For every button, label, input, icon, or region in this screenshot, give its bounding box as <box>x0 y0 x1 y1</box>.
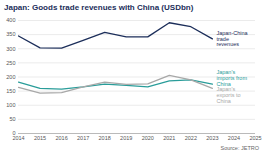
svg-text:150: 150 <box>6 88 15 94</box>
svg-text:50: 50 <box>9 116 15 122</box>
html-text:Source: JETRO: Source: JETRO <box>220 145 259 150</box>
svg-text:0: 0 <box>12 130 16 137</box>
svg-text:2024: 2024 <box>228 135 240 141</box>
svg-text:2018: 2018 <box>99 135 111 141</box>
svg-text:2025: 2025 <box>249 135 261 141</box>
svg-text:2016: 2016 <box>55 135 67 141</box>
svg-text:2023: 2023 <box>206 135 218 141</box>
svg-text:2014: 2014 <box>12 135 24 141</box>
svg-text:300: 300 <box>6 46 15 52</box>
svg-text:2021: 2021 <box>163 135 175 141</box>
svg-text:100: 100 <box>6 102 15 108</box>
svg-text:Japan'sexports toChina: Japan'sexports toChina <box>216 86 240 104</box>
svg-text:2020: 2020 <box>142 135 154 141</box>
svg-text:2022: 2022 <box>185 135 197 141</box>
svg-text:2017: 2017 <box>77 135 89 141</box>
svg-text:2019: 2019 <box>120 135 132 141</box>
svg-text:Japan-Chinatraderevenues: Japan-Chinatraderevenues <box>216 30 248 48</box>
svg-text:Japan'simports fromChina: Japan'simports fromChina <box>216 69 247 87</box>
svg-text:400: 400 <box>6 17 15 23</box>
svg-text:2015: 2015 <box>34 135 46 141</box>
svg-text:200: 200 <box>6 74 15 80</box>
html-text:Japan: Goods trade revenues wi: Japan: Goods trade revenues with China (… <box>4 3 194 12</box>
svg-text:250: 250 <box>6 60 15 66</box>
svg-text:350: 350 <box>6 31 15 37</box>
